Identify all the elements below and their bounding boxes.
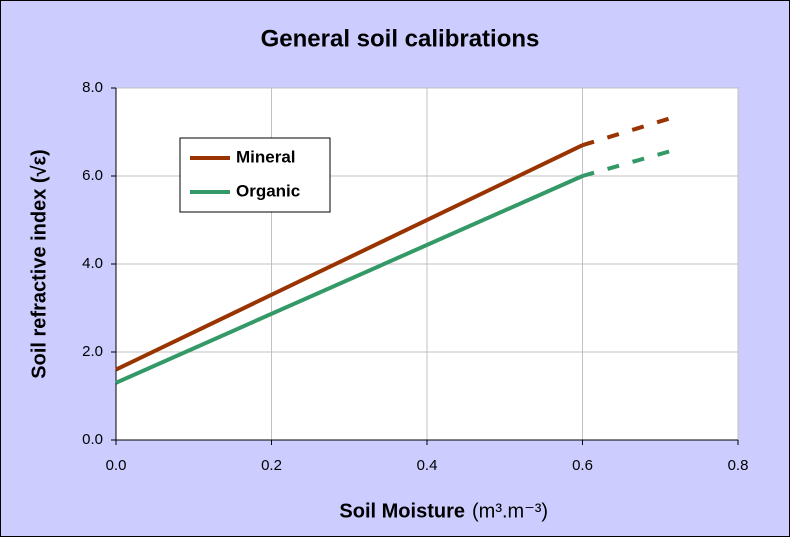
line-segment [581, 147, 677, 178]
x-tick-label: 0.2 [261, 457, 282, 474]
y-tick-label: 8.0 [82, 79, 103, 96]
x-tick-label: 0.8 [728, 457, 749, 474]
x-tick-label: 0.6 [572, 457, 593, 474]
y-tick-label: 6.0 [82, 167, 103, 184]
y-axis-title: Soil refractive index (√ε) [28, 149, 50, 378]
line-segment [581, 114, 677, 148]
chart-title: General soil calibrations [261, 25, 540, 52]
legend-label: Mineral [236, 147, 296, 166]
line-segment [115, 143, 584, 372]
x-axis-units: (m³.m⁻³) [472, 500, 548, 522]
x-axis-title: Soil Moisture [339, 500, 465, 522]
x-tick-label: 0.4 [417, 457, 438, 474]
legend-label: Organic [236, 181, 300, 200]
line-segment [115, 174, 584, 385]
legend-box [179, 137, 331, 213]
y-tick-label: 0.0 [82, 431, 103, 448]
y-tick-label: 4.0 [82, 255, 103, 272]
x-tick-label: 0.0 [106, 457, 127, 474]
y-tick-label: 2.0 [82, 343, 103, 360]
